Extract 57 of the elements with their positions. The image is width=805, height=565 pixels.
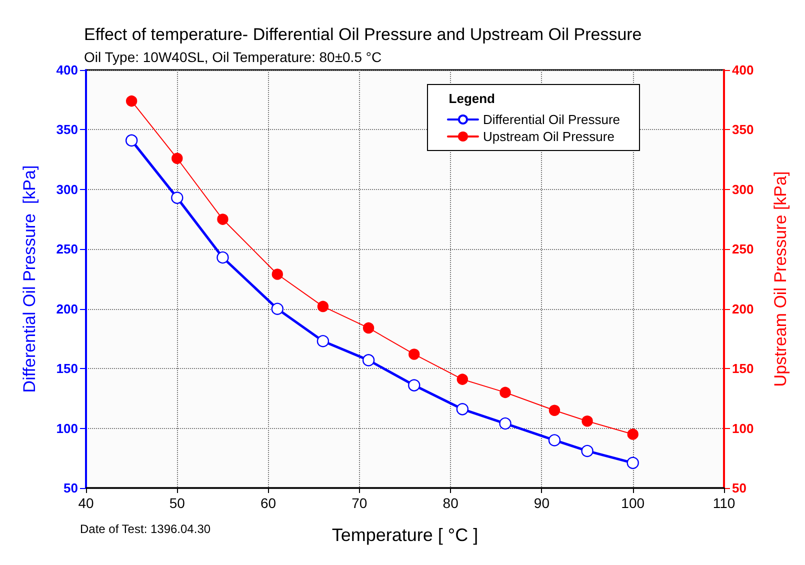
point xyxy=(126,95,138,107)
point xyxy=(548,404,560,416)
y-axis-title: Differential Oil Pressure [kPa] xyxy=(20,165,39,393)
y2-tick-label: 200 xyxy=(732,301,754,316)
x-tick-label: 50 xyxy=(169,495,186,511)
y-tick-label: 50 xyxy=(64,480,78,496)
chart-subtitle: Oil Type: 10W40SL, Oil Temperature: 80±0.5 °C xyxy=(84,49,382,65)
point xyxy=(362,354,375,366)
text: Date of Test: 1396.04.30 xyxy=(80,522,211,536)
point xyxy=(271,302,284,315)
y-tick-label: 350 xyxy=(56,122,78,138)
y2-tick-label: 300 xyxy=(732,182,754,197)
y-tick-label: 150 xyxy=(56,361,78,376)
y2-tick-label: 400 xyxy=(732,62,754,78)
y2-tick-label: 150 xyxy=(732,361,754,376)
point xyxy=(216,251,229,264)
point xyxy=(125,134,138,147)
x-axis-title: Temperature [ °C ] xyxy=(332,525,478,545)
x-tick-label: 80 xyxy=(442,495,459,511)
y-tick-label: 300 xyxy=(56,182,78,197)
x-tick-label: 100 xyxy=(621,495,645,511)
point xyxy=(408,379,420,392)
y-tick-label: 100 xyxy=(56,420,78,436)
y2-tick-label: 100 xyxy=(732,420,754,436)
y2-tick-label: 50 xyxy=(732,480,746,496)
point xyxy=(408,348,420,360)
point xyxy=(456,403,469,416)
point xyxy=(499,417,512,430)
point xyxy=(316,335,330,348)
legend-title: Legend xyxy=(448,91,496,106)
x-tick-label: 70 xyxy=(352,495,368,511)
x-tick-label: 40 xyxy=(78,495,94,511)
chart-title: Effect of temperature- Differential Oil Pressure and Upstream Oil Pressure xyxy=(84,25,642,44)
y-tick-label: 400 xyxy=(56,62,78,78)
point xyxy=(627,428,638,440)
point xyxy=(272,268,283,280)
point xyxy=(581,444,594,458)
x-tick-label: 110 xyxy=(712,495,736,511)
legend-label: Upstream Oil Pressure xyxy=(482,129,614,144)
point xyxy=(217,214,228,225)
point xyxy=(171,192,184,204)
y-tick-label: 200 xyxy=(56,301,78,316)
x-tick-label: 90 xyxy=(534,495,550,511)
point xyxy=(500,386,511,398)
legend-label: Differential Oil Pressure xyxy=(482,112,620,127)
y2-tick-label: 250 xyxy=(732,242,754,257)
point xyxy=(362,322,374,334)
point xyxy=(548,434,561,446)
y2-axis-title: Upstream Oil Pressure [kPa] xyxy=(771,171,790,387)
y-tick-label: 250 xyxy=(56,242,78,257)
point xyxy=(317,300,329,312)
point xyxy=(582,416,593,427)
point xyxy=(456,374,468,385)
y2-tick-label: 350 xyxy=(732,122,754,138)
point xyxy=(172,152,183,164)
x-tick-label: 60 xyxy=(260,495,276,511)
point xyxy=(626,456,639,470)
